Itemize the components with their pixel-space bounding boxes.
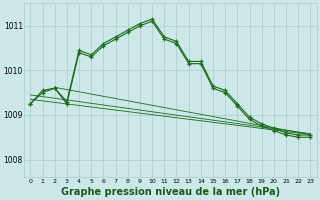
- X-axis label: Graphe pression niveau de la mer (hPa): Graphe pression niveau de la mer (hPa): [61, 187, 280, 197]
